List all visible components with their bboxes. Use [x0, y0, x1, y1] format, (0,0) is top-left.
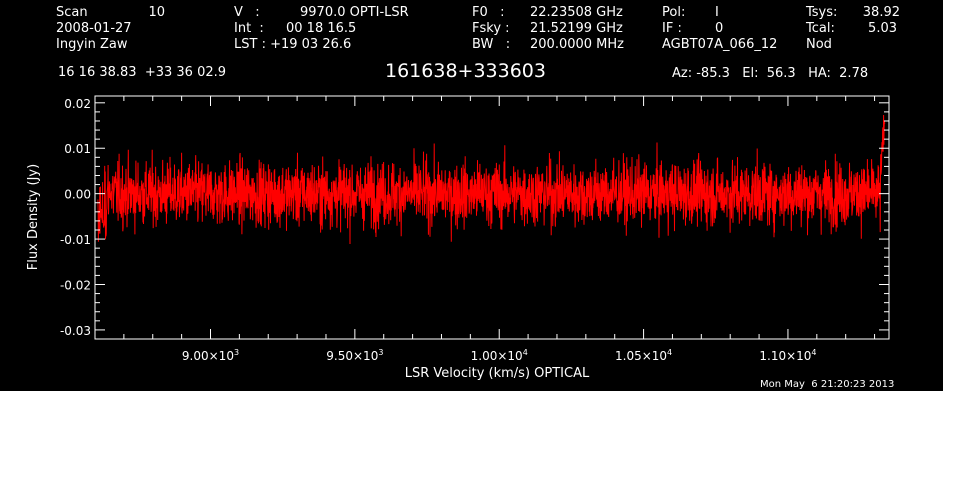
- plot-panel: Scan 10 2008-01-27 Ingyin Zaw V : 9970.0…: [0, 0, 943, 391]
- y-tick-label: -0.02: [60, 278, 91, 292]
- x-tick-label: 1.10×104: [759, 348, 816, 363]
- y-tick-label: 0.01: [64, 142, 91, 156]
- nod-label: Nod: [806, 37, 832, 52]
- observer-name: Ingyin Zaw: [56, 37, 128, 52]
- bw-label: BW :: [472, 37, 511, 52]
- project-id: AGBT07A_066_12: [662, 37, 778, 52]
- source-coordinates: 16 16 38.83 +33 36 02.9: [58, 65, 227, 80]
- velocity-label: V :: [234, 5, 260, 20]
- x-tick-label: 1.05×104: [615, 348, 672, 363]
- series-group: [97, 114, 886, 245]
- lst-value: LST : +19 03 26.6: [234, 37, 352, 52]
- x-tick-group: 9.00×103 9.50×103 1.00×104 1.05×104 1.10×104: [94, 96, 876, 363]
- plot-frame: [94, 95, 890, 340]
- f0-value: 22.23508 GHz: [530, 5, 623, 20]
- render-timestamp: Mon May 6 21:20:23 2013: [760, 379, 895, 390]
- integration-label: Int :: [234, 21, 264, 36]
- pol-value: I: [715, 5, 719, 20]
- x-axis-label: LSR Velocity (km/s) OPTICAL: [405, 366, 590, 381]
- velocity-value: 9970.0 OPTI-LSR: [300, 5, 409, 20]
- pol-label: Pol:: [662, 5, 686, 20]
- if-value: 0: [715, 21, 724, 36]
- scan-number: 10: [148, 5, 165, 20]
- tcal-label: Tcal:: [806, 21, 835, 36]
- y-tick-label: -0.01: [60, 233, 91, 247]
- y-axis-label: Flux Density (Jy): [26, 164, 41, 270]
- if-label: IF :: [662, 21, 682, 36]
- tcal-value: 5.03: [868, 21, 897, 36]
- source-name: 161638+333603: [385, 60, 546, 82]
- bw-value: 200.0000 MHz: [530, 37, 624, 52]
- y-tick-group: 0.02 0.01 0.00 -0.01 -0.02 -0.03: [60, 97, 889, 340]
- spectrum-chart: 9.00×103 9.50×103 1.00×104 1.05×104 1.10×104…: [26, 95, 890, 381]
- y-tick-label: -0.03: [60, 324, 91, 338]
- y-tick-label: 0.02: [64, 97, 91, 111]
- integration-value: 00 18 16.5: [286, 21, 357, 36]
- tsys-label: Tsys:: [806, 5, 838, 20]
- f0-label: F0 :: [472, 5, 505, 20]
- spectrum-line: [97, 114, 886, 245]
- observation-date: 2008-01-27: [56, 21, 132, 36]
- y-tick-label: 0.00: [64, 188, 91, 202]
- x-tick-label: 9.00×103: [182, 348, 239, 363]
- x-tick-label: 9.50×103: [326, 348, 383, 363]
- fsky-label: Fsky :: [472, 21, 510, 36]
- fsky-value: 21.52199 GHz: [530, 21, 623, 36]
- scan-label: Scan: [56, 5, 88, 20]
- az-el-ha-readout: Az: -85.3 El: 56.3 HA: 2.78: [672, 66, 869, 81]
- x-tick-label: 1.00×104: [471, 348, 528, 363]
- tsys-value: 38.92: [862, 5, 900, 20]
